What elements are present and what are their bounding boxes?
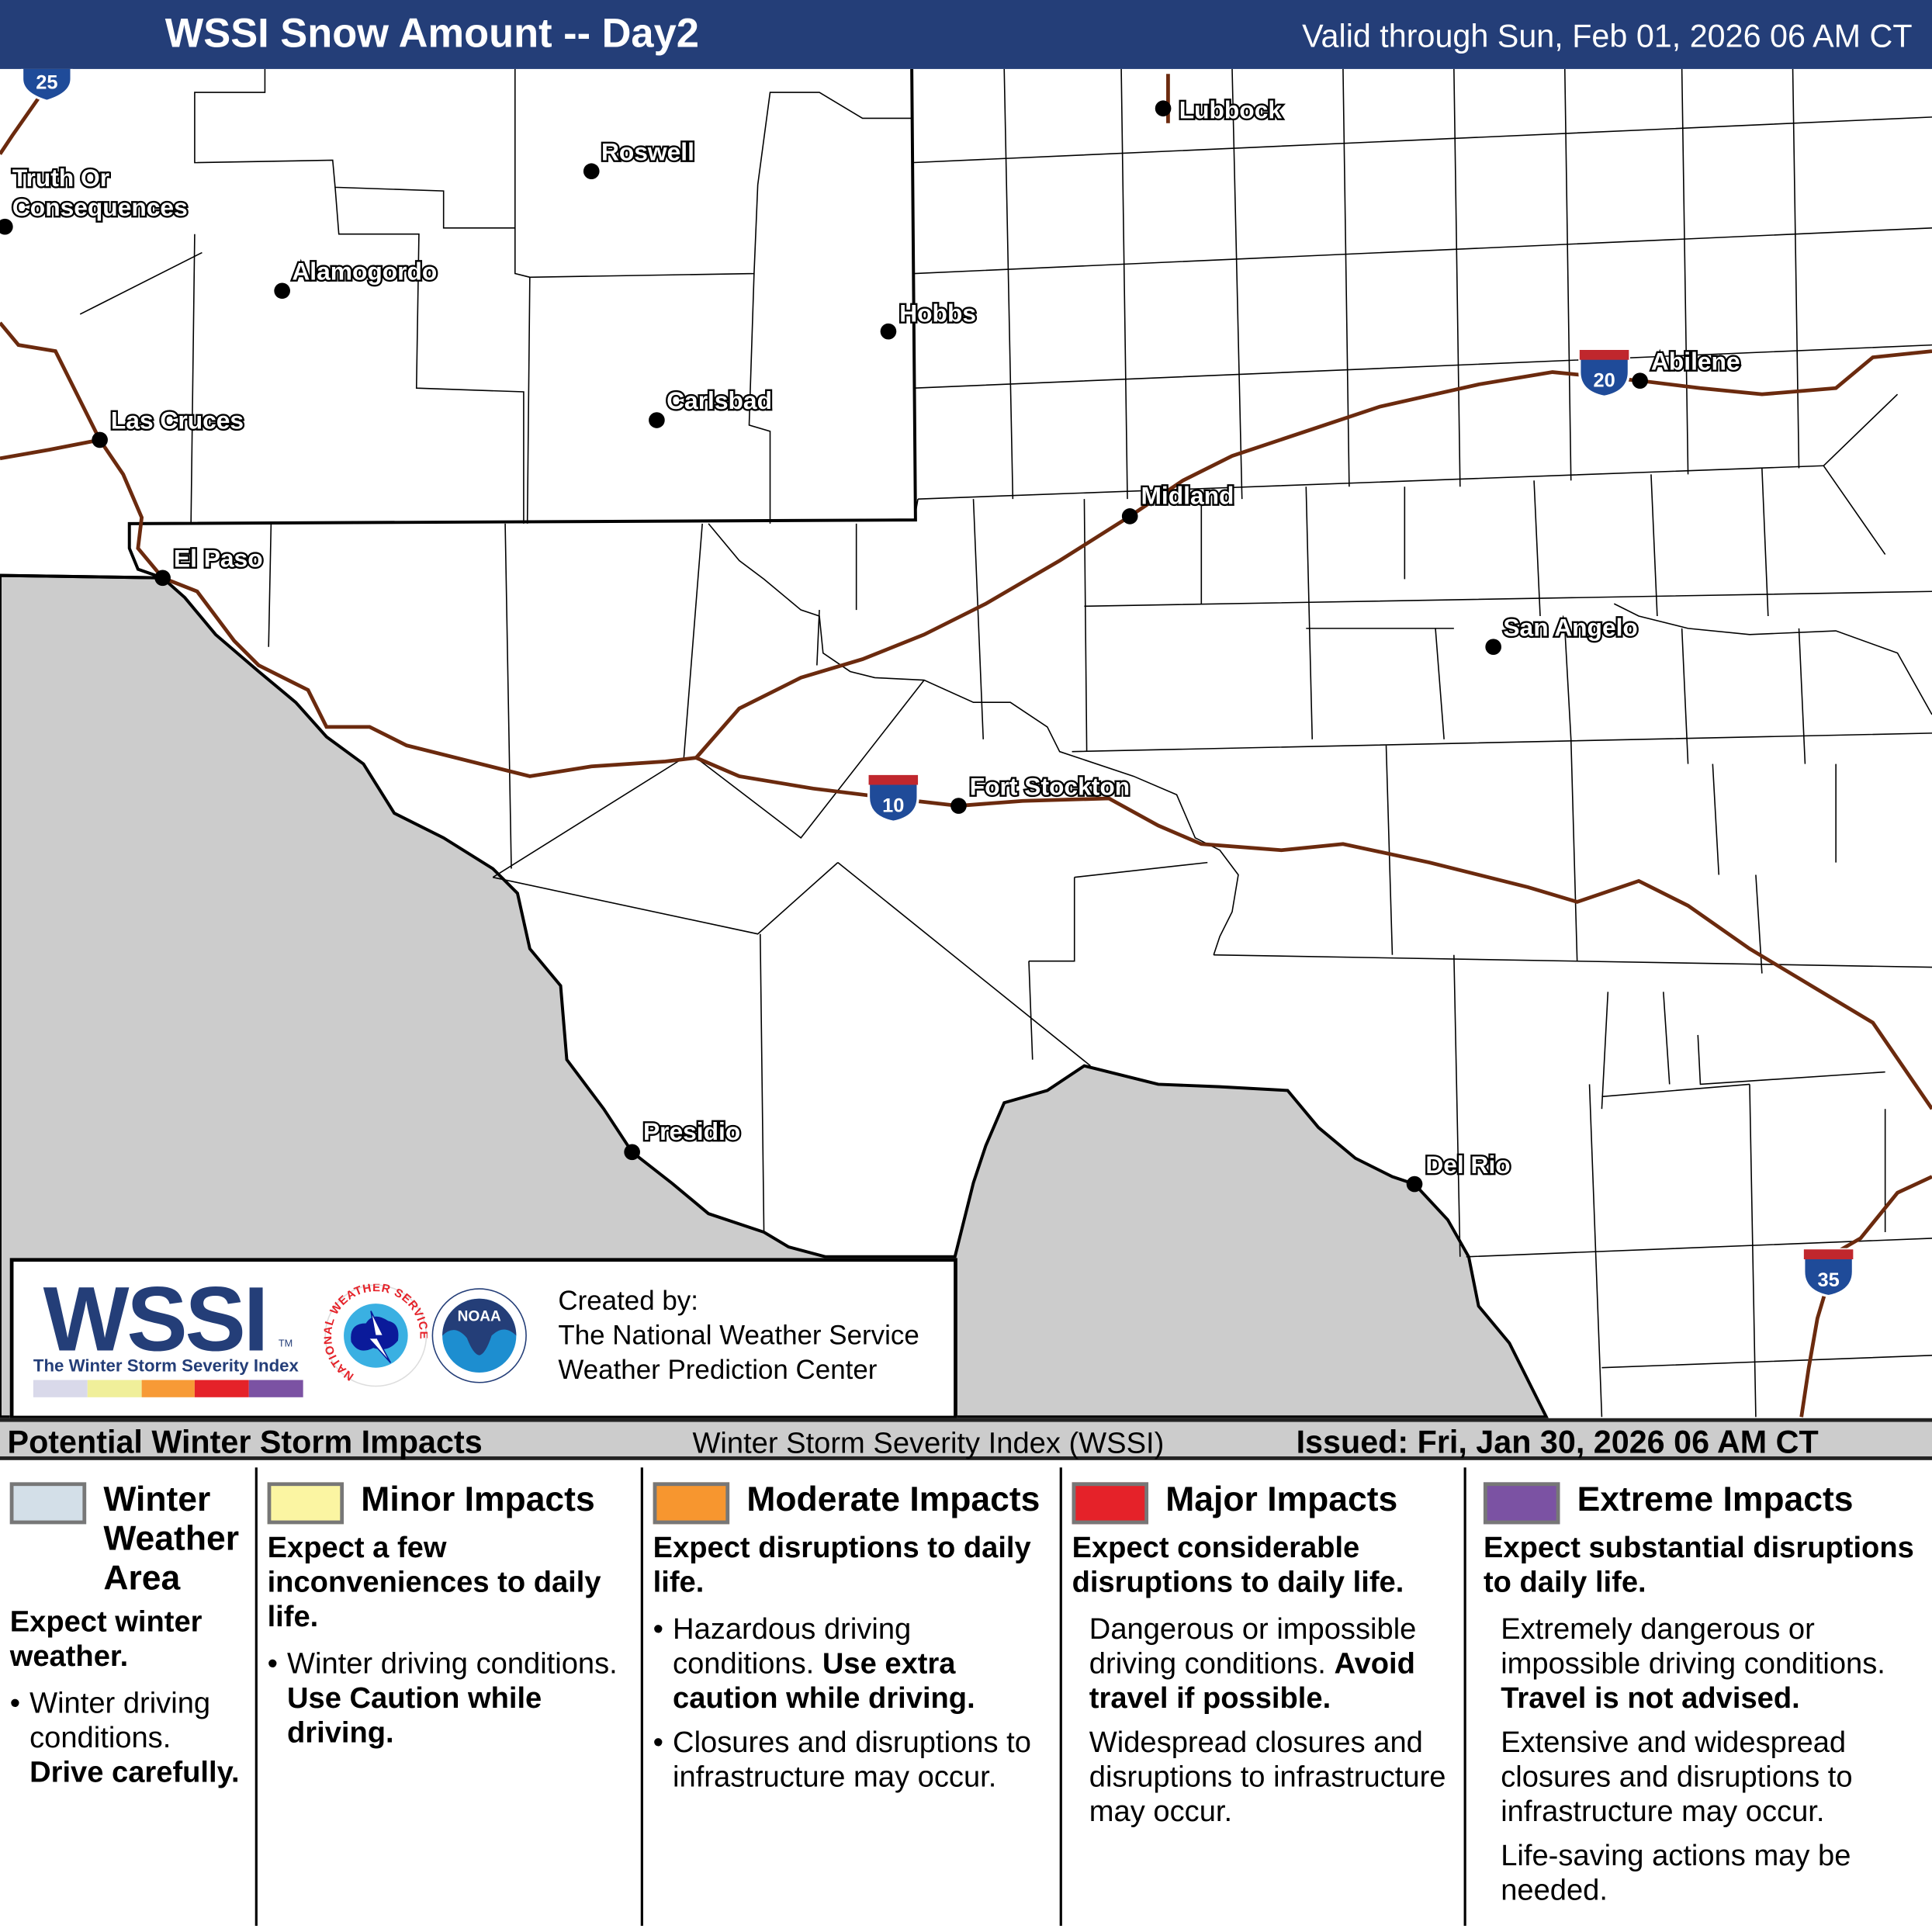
city-label: Fort Stockton	[970, 772, 1130, 800]
trademark: TM	[278, 1338, 293, 1349]
impact-legend: Winter Weather Area Expect winter weather.…	[0, 1460, 1932, 1932]
legend-moderate-impacts: Moderate Impacts Expect disruptions to d…	[643, 1467, 1062, 1927]
interstate-25-shield: 25	[20, 68, 73, 102]
city-labels: Lubbock Roswell Truth Or Consequences Al…	[10, 94, 1742, 1180]
city-label: Consequences	[12, 193, 188, 221]
city-label: Carlsbad	[667, 386, 772, 414]
city-label: Truth Or	[12, 164, 109, 192]
map: 25 20 10 35 Lubbock Roswell Truth Or Con…	[0, 68, 1932, 1418]
legend-category-title: Major Impacts	[1165, 1480, 1398, 1518]
legend-swatch	[1072, 1482, 1149, 1525]
created-by: Created by: The National Weather Service…	[558, 1285, 919, 1385]
city-label: Las Cruces	[111, 407, 244, 435]
outside-area	[0, 573, 1549, 1418]
interstate-shields: 25 20 10 35	[20, 68, 1854, 1298]
legend-header: Potential Winter Storm Impacts Winter St…	[0, 1418, 1932, 1460]
map-title: WSSI Snow Amount -- Day2	[164, 9, 699, 56]
noaa-logo: NOAA	[431, 1288, 527, 1383]
legend-extreme-impacts: Extreme Impacts Expect substantial disru…	[1483, 1480, 1914, 1908]
wssi-color-scale	[33, 1380, 303, 1397]
nws-logo: NATIONAL WEATHER SERVICE	[324, 1284, 428, 1387]
legend-swatch	[9, 1482, 87, 1525]
svg-text:20: 20	[1593, 370, 1615, 392]
city-label: El Paso	[174, 544, 263, 572]
city-label: Presidio	[643, 1117, 740, 1145]
interstate-highways	[0, 74, 1932, 1418]
valid-time: Valid through Sun, Feb 01, 2026 06 AM CT	[1302, 17, 1913, 54]
svg-text:35: 35	[1817, 1269, 1839, 1291]
legend-swatch	[267, 1482, 345, 1525]
legend-category-title: Moderate Impacts	[746, 1480, 1040, 1518]
legend-category-title: Winter Weather Area	[103, 1480, 240, 1598]
city-markers	[0, 100, 1648, 1193]
city-label: Lubbock	[1179, 95, 1283, 123]
wssi-subtitle: The Winter Storm Severity Index	[33, 1355, 299, 1376]
svg-text:NOAA: NOAA	[458, 1308, 501, 1324]
county-lines	[79, 68, 1932, 1418]
city-label: Hobbs	[899, 299, 976, 327]
city-label: Alamogordo	[292, 257, 437, 285]
city-label: Del Rio	[1425, 1151, 1510, 1179]
legend-swatch	[1483, 1482, 1560, 1525]
legend-minor-impacts: Minor Impacts Expect a few inconvenience…	[258, 1467, 643, 1927]
interstate-20-shield: 20	[1578, 348, 1630, 398]
city-label: San Angelo	[1503, 613, 1637, 641]
legend-title: Potential Winter Storm Impacts	[7, 1423, 483, 1460]
issued-time: Issued: Fri, Jan 30, 2026 06 AM CT	[1296, 1423, 1819, 1460]
legend-category-title: Minor Impacts	[361, 1480, 595, 1518]
legend-category-title: Extreme Impacts	[1577, 1480, 1854, 1518]
svg-text:10: 10	[882, 795, 904, 816]
wssi-logo: WSSI	[43, 1268, 269, 1370]
legend-winter-weather-area: Winter Weather Area Expect winter weather.…	[0, 1467, 258, 1927]
legend-swatch	[653, 1482, 730, 1525]
river-boundaries	[708, 523, 1932, 955]
interstate-10-shield: 10	[867, 774, 919, 823]
legend-index-name: Winter Storm Severity Index (WSSI)	[692, 1426, 1165, 1460]
city-label: Roswell	[601, 137, 694, 165]
header: WSSI Snow Amount -- Day2 Valid through S…	[0, 0, 1932, 69]
legend-major-impacts: Major Impacts Expect considerable disrup…	[1062, 1467, 1466, 1927]
state-borders	[0, 68, 917, 580]
city-label: Abilene	[1651, 347, 1740, 375]
credits-box: WSSI TM The Winter Storm Severity Index …	[9, 1258, 957, 1420]
svg-text:25: 25	[36, 71, 57, 93]
interstate-35-shield: 35	[1802, 1248, 1854, 1298]
city-label: Midland	[1141, 481, 1234, 509]
